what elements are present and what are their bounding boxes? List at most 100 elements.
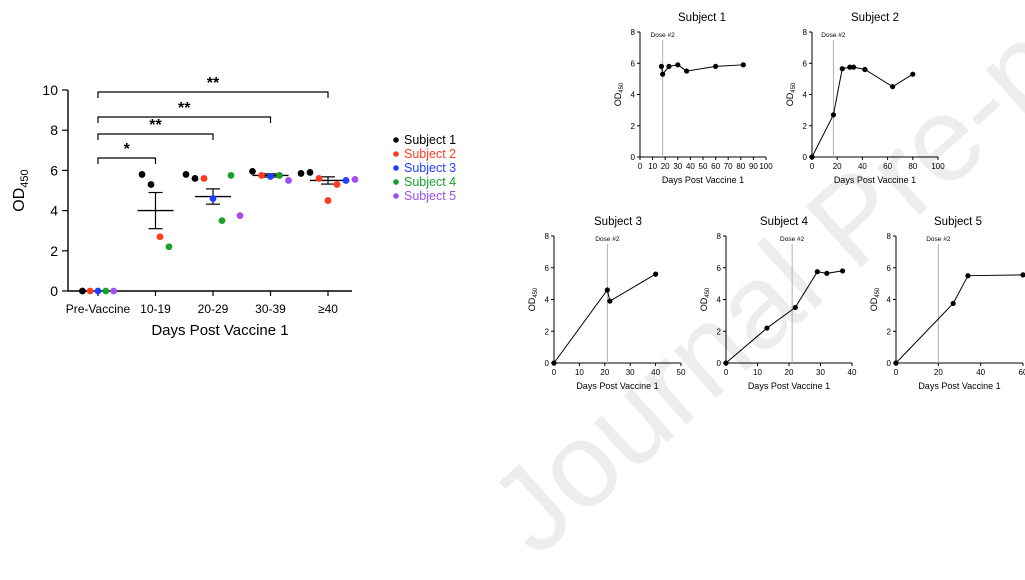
significance-bracket: [97, 133, 214, 140]
data-point: [324, 197, 332, 204]
panel-y-tick-label: 2: [887, 327, 892, 336]
legend-marker: [393, 137, 399, 143]
panel-x-tick-label: 10: [575, 368, 584, 377]
series-point: [910, 71, 916, 77]
panel-x-axis-title: Days Post Vaccine 1: [576, 381, 658, 391]
panel-y-tick-label: 0: [887, 359, 892, 368]
dose-marker-label: Dose #2: [595, 236, 620, 243]
y-tick-label: 4: [50, 203, 58, 219]
figure-canvas: 0 2 4 6 8 10 Pre-Vaccine 10-19 20-29 30-39 ≥40 Days…: [11, 12, 1025, 391]
panel-x-tick-label: 60: [711, 162, 720, 171]
series-line: [895, 274, 1024, 364]
panel-x-tick-label: 0: [552, 368, 557, 377]
panel-y-tick-label: 0: [803, 153, 808, 162]
panel-y-tick-label: 4: [803, 91, 808, 100]
panel-x-axis-title: Days Post Vaccine 1: [748, 381, 830, 391]
series-point: [830, 112, 837, 118]
series-line: [553, 273, 656, 364]
data-point: [110, 287, 117, 295]
data-point: [218, 217, 226, 225]
panel-x-tick-label: 90: [749, 162, 758, 171]
series-point: [850, 64, 857, 70]
panel-y-tick-label: 2: [803, 122, 808, 131]
series-point: [814, 269, 820, 275]
data-point: [276, 172, 283, 179]
series-point: [839, 66, 845, 72]
legend-label: Subject 4: [404, 175, 456, 189]
panel-y-tick-label: 8: [717, 232, 722, 241]
panel-y-axis-title: OD450: [613, 82, 625, 106]
panel-y-tick-label: 4: [631, 91, 636, 100]
panel-title: Subject 3: [594, 216, 642, 228]
panel-x-tick-label: 20: [661, 162, 670, 171]
panel-y-tick-label: 0: [545, 359, 550, 368]
series-point: [824, 270, 830, 276]
panel-y-axis-title: OD450: [869, 287, 881, 311]
panel-title: Subject 2: [851, 12, 899, 24]
x-tick-label: ≥40: [318, 302, 338, 316]
significance-label: **: [207, 75, 220, 92]
data-point: [249, 168, 256, 175]
series-point: [684, 68, 690, 74]
panel-title: Subject 1: [678, 12, 726, 24]
panel-x-tick-label: 20: [600, 368, 609, 377]
series-point: [658, 63, 665, 69]
panel-y-tick-label: 8: [631, 28, 636, 37]
panel-x-tick-label: 80: [908, 162, 917, 171]
panel-y-axis-title: OD450: [785, 82, 797, 106]
data-point: [236, 212, 244, 220]
panel-x-tick-label: 30: [816, 368, 825, 377]
panel-y-tick-label: 6: [545, 264, 550, 273]
series-point: [740, 62, 746, 68]
data-point: [227, 172, 235, 179]
panel-x-tick-label: 100: [931, 162, 945, 171]
dose-marker-label: Dose #2: [926, 236, 951, 243]
panel-y-tick-label: 0: [717, 359, 722, 368]
y-tick-label: 2: [50, 243, 58, 259]
panel-x-tick-label: 0: [894, 368, 899, 377]
panel-x-tick-label: 20: [785, 368, 794, 377]
x-tick-label: 20-29: [198, 302, 229, 316]
series-point: [675, 62, 681, 68]
data-point: [297, 170, 305, 177]
significance-label: **: [178, 100, 191, 117]
panel-y-tick-label: 2: [717, 327, 722, 336]
data-point: [86, 287, 94, 295]
data-point: [191, 175, 199, 182]
x-tick-label: Pre-Vaccine: [66, 302, 131, 316]
dose-marker-label: Dose #2: [821, 32, 846, 39]
significance-bracket: [97, 91, 329, 98]
series-point: [950, 300, 956, 307]
panel-y-axis-title: OD450: [527, 287, 539, 311]
series-point: [809, 154, 815, 160]
legend-marker: [393, 151, 399, 157]
panel-x-tick-label: 30: [673, 162, 682, 171]
series-point: [893, 360, 899, 366]
data-point: [165, 243, 173, 251]
panel-x-tick-label: 60: [883, 162, 892, 171]
panel-x-tick-label: 40: [651, 368, 660, 377]
data-point: [333, 181, 341, 188]
panel-title: Subject 5: [934, 216, 982, 228]
panel-y-tick-label: 6: [631, 59, 636, 68]
data-point: [102, 287, 110, 295]
legend-label: Subject 3: [404, 161, 456, 175]
panel-x-tick-label: 100: [759, 162, 773, 171]
data-point: [306, 169, 314, 176]
panel-y-tick-label: 8: [887, 232, 892, 241]
y-tick-label: 0: [50, 283, 58, 299]
data-point: [342, 177, 350, 184]
panel-y-tick-label: 4: [717, 296, 722, 305]
y-tick-label: 10: [42, 82, 58, 98]
panel-x-tick-label: 20: [934, 368, 943, 377]
panel-y-tick-label: 2: [545, 327, 550, 336]
series-point: [764, 325, 770, 331]
y-tick-label: 6: [50, 162, 58, 178]
series-point: [660, 71, 666, 77]
legend-marker: [393, 165, 399, 171]
panel-x-tick-label: 10: [648, 162, 657, 171]
series-line: [811, 66, 914, 158]
dose-marker-label: Dose #2: [780, 236, 805, 243]
series-point: [839, 268, 846, 274]
legend-label: Subject 1: [404, 133, 456, 147]
